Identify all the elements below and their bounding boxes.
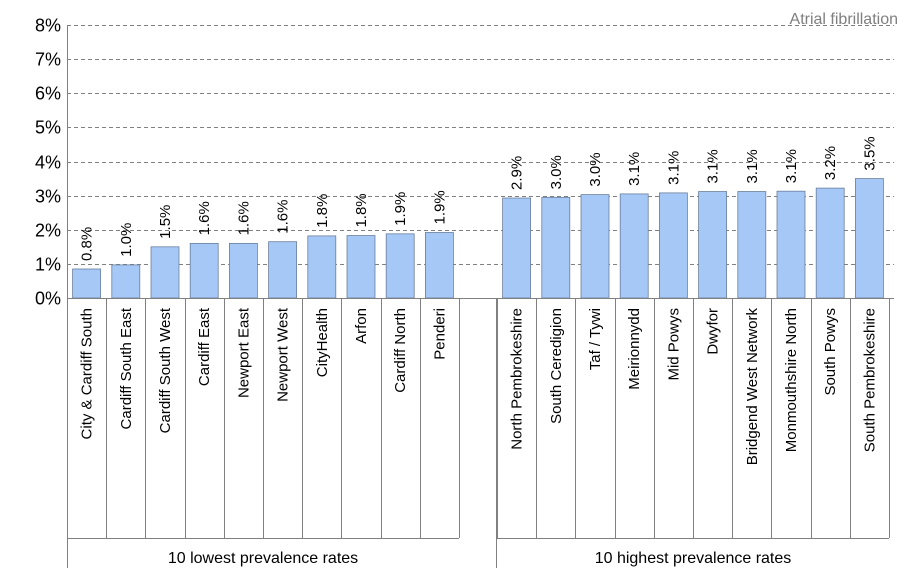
category-label: Meirionnydd xyxy=(626,308,643,390)
axes xyxy=(67,25,894,568)
data-label: 0.8% xyxy=(79,227,96,261)
bar xyxy=(228,242,258,299)
bar xyxy=(385,233,415,299)
y-tick-label: 7% xyxy=(35,50,61,70)
category-label: City & Cardiff South xyxy=(79,308,96,439)
bars xyxy=(72,178,884,299)
bar xyxy=(189,242,219,299)
category-label: Dwyfor xyxy=(705,308,722,355)
data-label: 1.8% xyxy=(314,194,331,228)
data-label: 3.5% xyxy=(861,136,878,170)
category-label: Penderi xyxy=(431,308,448,360)
data-label: 3.1% xyxy=(783,149,800,183)
data-label: 1.0% xyxy=(118,223,135,257)
y-tick-label: 5% xyxy=(35,118,61,138)
category-label: South Ceredigion xyxy=(548,308,565,424)
group-labels: 10 lowest prevalence rates 10 highest pre… xyxy=(168,550,791,567)
y-tick-label: 8% xyxy=(35,16,61,36)
bar xyxy=(268,241,298,299)
bar xyxy=(855,178,884,299)
y-tick-label: 1% xyxy=(35,255,61,275)
data-label: 1.8% xyxy=(353,193,370,227)
category-label: South Pembrokeshire xyxy=(861,308,878,452)
gridlines xyxy=(67,25,894,265)
category-label: Taf / Tywi xyxy=(587,308,604,370)
bar xyxy=(150,246,180,299)
bar xyxy=(424,232,454,299)
category-label: Bridgend West Network xyxy=(744,308,761,466)
category-label: Mid Powys xyxy=(665,308,682,381)
y-tick-labels: 0% 1% 2% 3% 4% 5% 6% 7% 8% xyxy=(35,16,61,309)
y-tick-label: 0% xyxy=(35,289,61,309)
data-labels: 0.8% 1.0% 1.5% 1.6% 1.6% 1.6% 1.8% 1.8% 1.9% 1.9%… xyxy=(79,136,879,261)
data-label: 3.2% xyxy=(822,146,839,180)
bar xyxy=(72,268,101,299)
category-label: Cardiff North xyxy=(392,308,409,393)
data-label: 1.6% xyxy=(196,201,213,235)
y-tick-label: 4% xyxy=(35,153,61,173)
bar xyxy=(659,192,688,299)
bar xyxy=(580,194,610,299)
data-label: 3.1% xyxy=(744,149,761,183)
category-label: South Powys xyxy=(822,308,839,396)
bar xyxy=(737,191,767,299)
group-label: 10 lowest prevalence rates xyxy=(168,550,358,567)
category-label: Newport West xyxy=(275,307,292,402)
bar xyxy=(307,235,337,299)
bar xyxy=(776,190,806,299)
y-tick-label: 3% xyxy=(35,187,61,207)
category-labels: City & Cardiff South Cardiff South East Ca… xyxy=(79,307,879,465)
data-label: 1.9% xyxy=(392,192,409,226)
data-label: 3.0% xyxy=(548,155,565,189)
category-label: Cardiff East xyxy=(196,307,213,386)
category-label: Cardiff South East xyxy=(118,307,135,429)
y-tick-label: 2% xyxy=(35,221,61,241)
y-tick-label: 6% xyxy=(35,84,61,104)
data-label: 3.0% xyxy=(587,152,604,186)
data-label: 1.6% xyxy=(235,201,252,235)
data-label: 3.1% xyxy=(665,151,682,185)
chart-title: Atrial fibrillation xyxy=(790,11,898,28)
bar xyxy=(619,193,649,299)
category-label: North Pembrokeshire xyxy=(509,308,526,450)
category-label: CityHealth xyxy=(314,308,331,377)
bar xyxy=(698,191,727,299)
bar xyxy=(346,235,376,299)
bar xyxy=(111,264,141,299)
data-label: 1.9% xyxy=(431,190,448,224)
bar xyxy=(502,197,532,299)
bar xyxy=(815,187,845,299)
group-label: 10 highest prevalence rates xyxy=(595,550,792,567)
category-label: Monmouthshire North xyxy=(783,308,800,452)
data-label: 1.6% xyxy=(275,199,292,233)
category-label: Arfon xyxy=(353,308,370,344)
data-label: 2.9% xyxy=(509,156,526,190)
data-label: 3.1% xyxy=(626,152,643,186)
category-label: Newport East xyxy=(235,307,252,398)
data-label: 3.1% xyxy=(705,149,722,183)
category-label: Cardiff South West xyxy=(157,307,174,433)
bar xyxy=(541,196,571,299)
data-label: 1.5% xyxy=(157,205,174,239)
